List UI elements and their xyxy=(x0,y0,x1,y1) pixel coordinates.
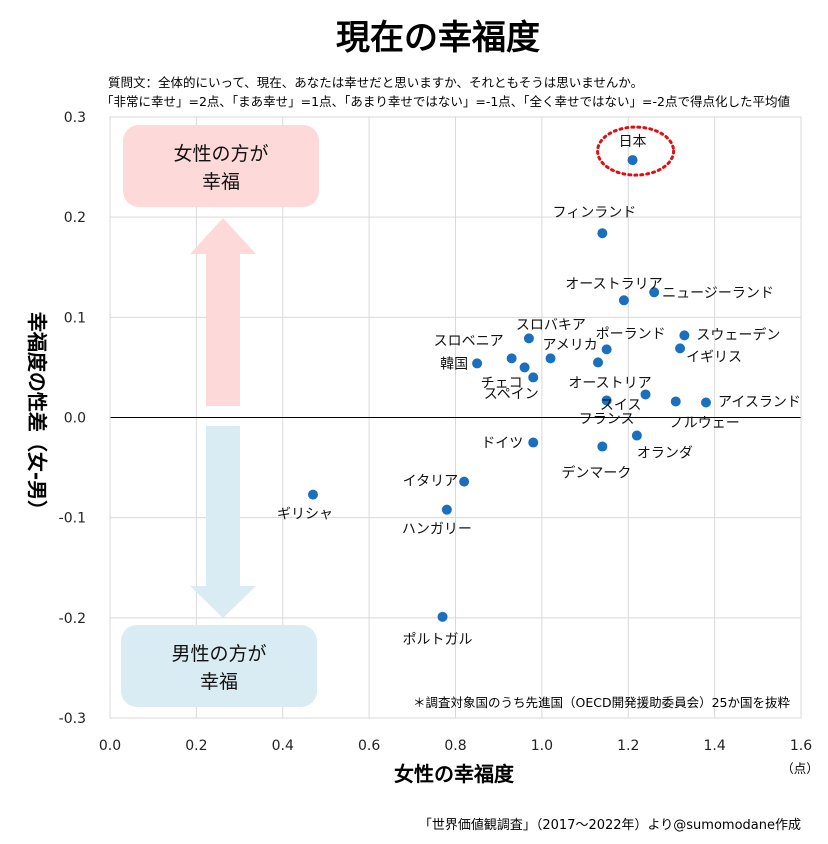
point-label: スウェーデン xyxy=(696,326,780,343)
data-point xyxy=(506,353,517,364)
data-point xyxy=(631,430,642,441)
source-credit: 「世界価値観調査」（2017～2022年）より@sumomodane作成 xyxy=(419,817,801,833)
data-point xyxy=(601,344,612,355)
japan-highlight-circle xyxy=(596,125,676,177)
data-point xyxy=(679,330,690,341)
data-point xyxy=(307,489,318,500)
point-label: ポーランド xyxy=(596,326,666,342)
x-unit-label: （点） xyxy=(781,761,819,776)
x-tick-label: 1.6 xyxy=(790,738,812,754)
data-point xyxy=(593,357,604,368)
data-point xyxy=(459,476,470,487)
data-point xyxy=(700,397,711,408)
y-tick-label: 0.3 xyxy=(64,110,86,126)
female-happier-label-1: 女性の方が xyxy=(173,143,268,165)
y-tick-label: -0.2 xyxy=(59,611,86,627)
point-label: イギリス xyxy=(686,349,742,365)
up-arrow-icon xyxy=(190,218,256,406)
point-label: アイスランド xyxy=(718,394,801,410)
point-label: フランス xyxy=(579,411,635,427)
y-tick-label: 0.2 xyxy=(64,210,86,226)
point-label: スイス xyxy=(600,397,642,413)
data-point xyxy=(601,395,612,406)
point-label: ニュージーランド xyxy=(662,285,774,301)
question-text: 質問文：全体的にいって、現在、あなたは幸せだと思いますか、それともそうは思いませ… xyxy=(108,75,643,90)
point-label: 日本 xyxy=(619,134,647,150)
point-label: チェコ xyxy=(481,375,523,391)
data-point xyxy=(437,611,448,622)
point-label: ノルウェー xyxy=(670,415,740,431)
grid: 0.0 0.2 0.4 0.6 0.8 1.0 1.2 1.4 1.60.30.20.10.0-… xyxy=(59,110,813,754)
point-label: スロベニア xyxy=(434,333,504,349)
data-point xyxy=(519,362,530,373)
point-label: 韓国 xyxy=(440,356,468,372)
point-label: ドイツ xyxy=(481,436,523,452)
data-point xyxy=(545,353,556,364)
y-axis-title: 幸福度の性差（女-男） xyxy=(25,312,49,520)
data-point xyxy=(618,295,629,306)
y-tick-label: 0.1 xyxy=(64,310,86,326)
male-happier-label-1: 男性の方が xyxy=(171,643,266,665)
point-label: スペイン xyxy=(484,386,539,402)
data-point xyxy=(627,155,638,166)
y-tick-label: 0.0 xyxy=(64,411,86,427)
data-point xyxy=(675,343,686,354)
x-tick-label: 1.4 xyxy=(703,738,725,754)
point-label: ハンガリー xyxy=(402,522,472,538)
y-tick-label: -0.1 xyxy=(59,511,86,527)
x-tick-label: 0.2 xyxy=(185,738,207,754)
female-happier-label-2: 幸福 xyxy=(202,171,240,193)
data-point xyxy=(472,358,483,369)
point-label: アメリカ xyxy=(543,337,598,353)
male-happier-box xyxy=(121,625,317,707)
x-tick-label: 0.0 xyxy=(99,738,121,754)
data-point xyxy=(523,333,534,344)
point-label: オーストラリア xyxy=(565,276,662,292)
data-points xyxy=(307,155,711,622)
point-label: ギリシャ xyxy=(277,507,333,523)
data-point xyxy=(597,441,608,452)
x-axis-title: 女性の幸福度 xyxy=(394,762,515,786)
x-tick-label: 1.2 xyxy=(617,738,639,754)
data-point xyxy=(640,389,651,400)
y-tick-label: -0.3 xyxy=(59,711,86,727)
point-label: スロバキア xyxy=(516,317,586,333)
male-happier-label-2: 幸福 xyxy=(200,671,238,693)
data-point xyxy=(528,437,539,448)
plot-frame xyxy=(109,116,802,719)
x-tick-label: 0.6 xyxy=(358,738,380,754)
scoring-note: 「非常に幸せ」=2点、「まあ幸せ」=1点、「あまり幸せではない」=-1点、「全く… xyxy=(101,94,790,109)
data-point xyxy=(597,228,608,239)
point-label: デンマーク xyxy=(561,465,631,482)
data-point xyxy=(441,504,452,515)
x-tick-label: 0.8 xyxy=(444,738,466,754)
point-label: ポルトガル xyxy=(403,632,473,648)
point-label: フィンランド xyxy=(552,205,636,221)
female-happier-box xyxy=(123,125,319,207)
point-label: オーストリア xyxy=(568,375,651,391)
data-point xyxy=(528,372,539,383)
data-point xyxy=(670,396,681,407)
down-arrow-icon xyxy=(190,426,256,618)
point-label: オランダ xyxy=(637,446,693,462)
chart-title: 現在の幸福度 xyxy=(336,18,540,58)
point-label: イタリア xyxy=(403,474,458,490)
data-point xyxy=(649,287,660,298)
x-tick-label: 1.0 xyxy=(531,738,553,754)
footnote: ＊調査対象国のうち先進国（OECD開発援助委員会）25か国を抜粋 xyxy=(413,695,790,710)
x-tick-label: 0.4 xyxy=(272,738,294,754)
